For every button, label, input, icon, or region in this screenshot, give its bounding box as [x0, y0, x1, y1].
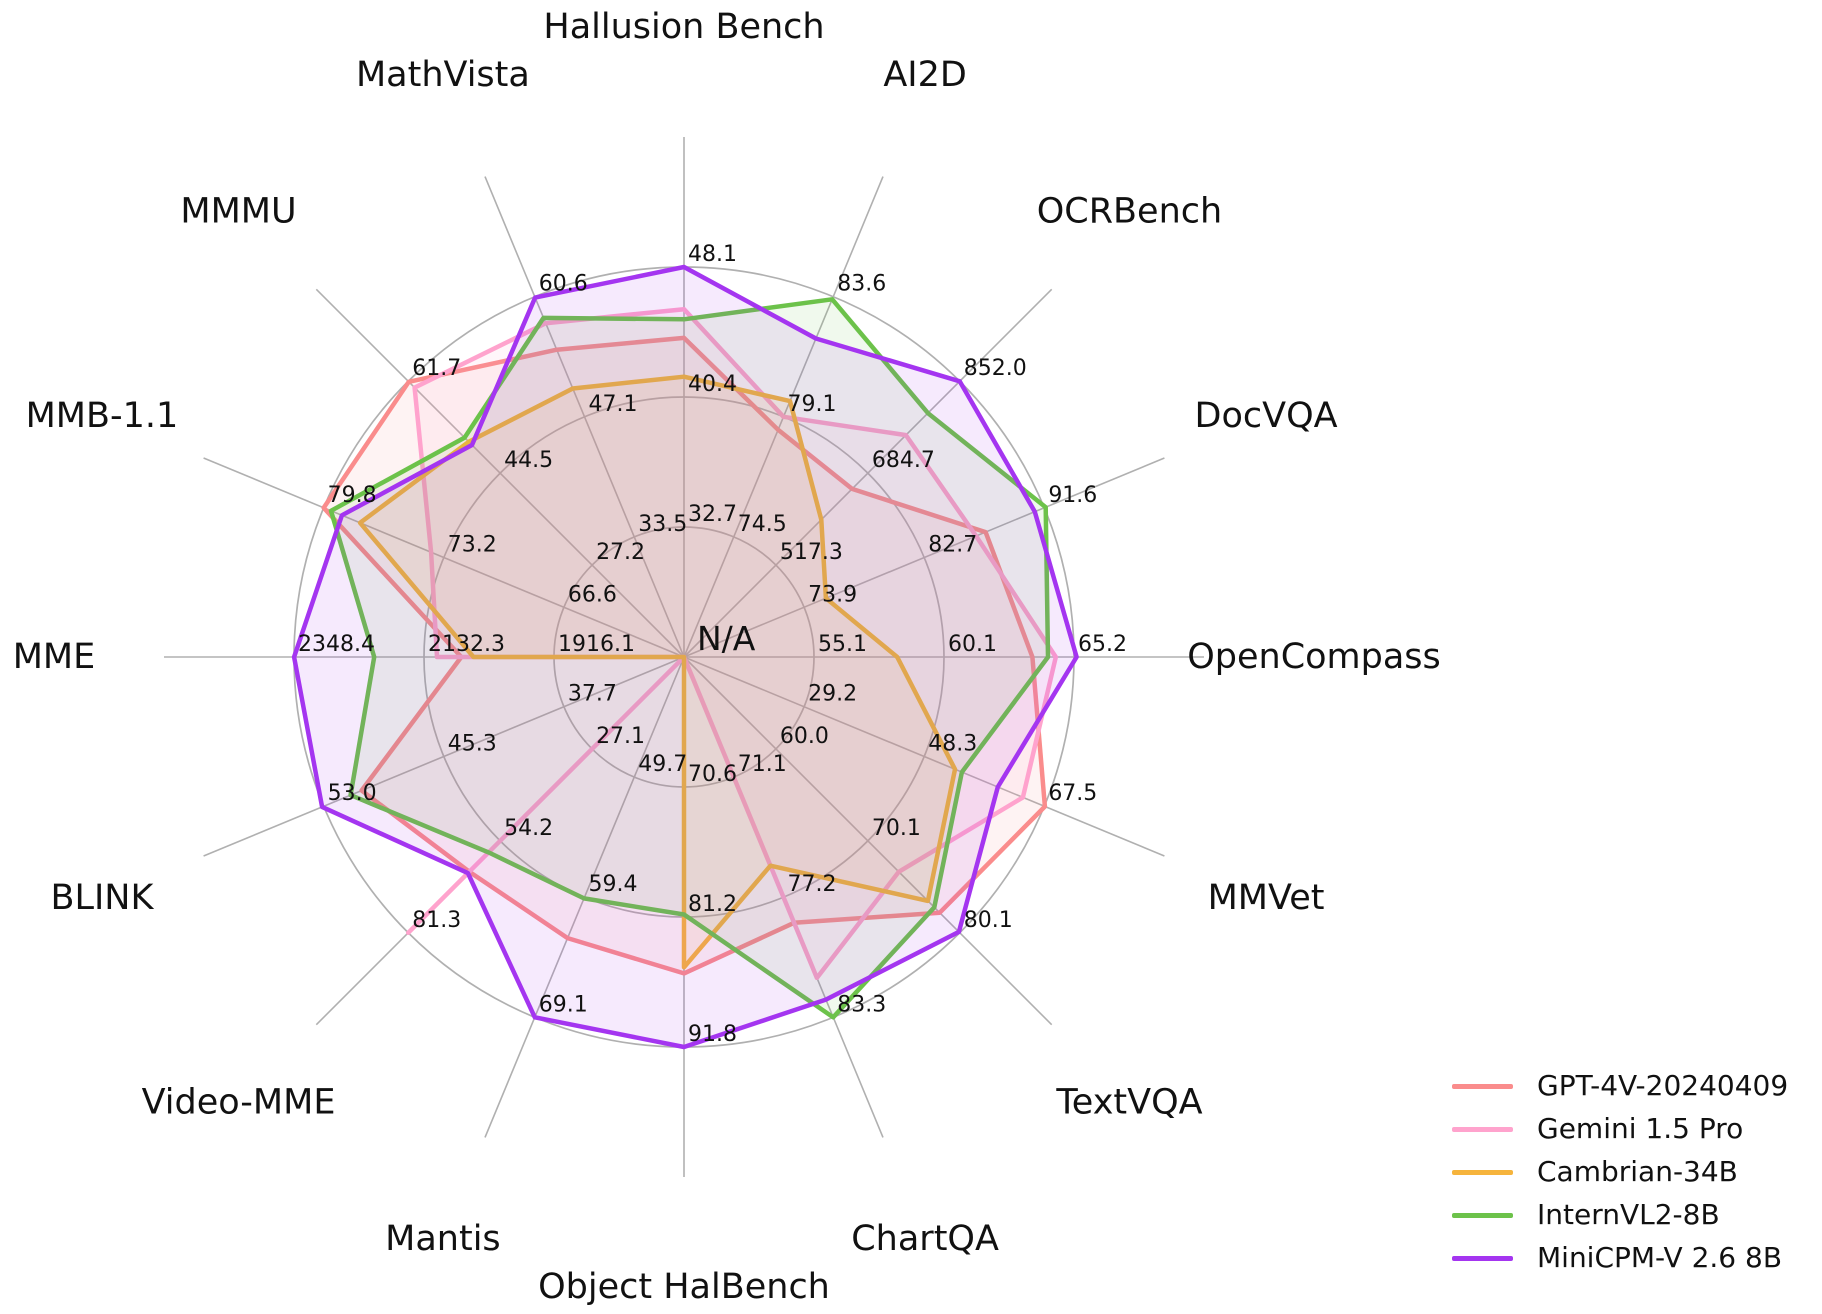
axis-title-opencompass: OpenCompass [1187, 637, 1441, 677]
tick-label: 91.8 [688, 1022, 737, 1047]
legend-item-label: MiniCPM-V 2.6 8B [1537, 1241, 1783, 1274]
tick-label: 517.3 [780, 540, 843, 565]
legend-line-icon [1452, 1169, 1513, 1175]
tick-label: 2132.3 [428, 632, 505, 657]
tick-label: 91.6 [1048, 483, 1097, 508]
tick-label: 1916.1 [558, 632, 635, 657]
series-line-gpt-4v-20240409 [321, 335, 1048, 976]
center-na-label: N/A [697, 619, 756, 658]
legend-line-icon [1452, 1255, 1513, 1261]
series-fill-minicpm-v-2-6-8b [294, 267, 1077, 1047]
series-line-minicpm-v-2-6-8b [291, 264, 1079, 1050]
tick-label: 2348.4 [298, 632, 375, 657]
series-fill-gemini-1-5-pro [408, 309, 1056, 978]
tick-label: 70.6 [688, 762, 737, 787]
axis-title-object-halbench: Object HalBench [538, 1267, 830, 1307]
tick-label: 53.0 [328, 781, 377, 806]
legend-line-icon [1452, 1126, 1513, 1132]
tick-label: 37.7 [568, 682, 617, 707]
tick-label: 44.5 [504, 448, 553, 473]
legend-item-cambrian: Cambrian-34B [1452, 1158, 1788, 1186]
axis-title-video-mme: Video-MME [142, 1082, 336, 1122]
legend-item-gemini: Gemini 1.5 Pro [1452, 1115, 1788, 1143]
tick-label: 73.2 [448, 533, 497, 558]
tick-label: 61.7 [412, 356, 461, 381]
tick-label: 70.1 [872, 816, 921, 841]
axis-title-ocrbench: OCRBench [1037, 192, 1222, 232]
axis-title-mmb-1-1: MMB-1.1 [26, 396, 179, 436]
axis-spoke-ocrbench [683, 288, 1053, 658]
axis-title-mmvet: MMVet [1208, 878, 1325, 918]
legend-line-icon [1452, 1212, 1513, 1218]
axis-title-textvqa: TextVQA [1055, 1082, 1202, 1122]
axis-title-hallusion-bench: Hallusion Bench [543, 7, 824, 47]
axis-title-docvqa: DocVQA [1195, 396, 1338, 436]
tick-label: 852.0 [964, 356, 1027, 381]
tick-label: 40.4 [688, 372, 737, 397]
tick-label: 82.7 [928, 533, 977, 558]
tick-label: 67.5 [1048, 781, 1097, 806]
axis-spoke-docvqa [683, 457, 1165, 658]
tick-label: 27.1 [596, 724, 645, 749]
tick-label: 54.2 [504, 816, 553, 841]
series-fill-cambrian-34b [360, 376, 956, 968]
tick-label: 69.1 [539, 992, 588, 1017]
legend-item-minicpm: MiniCPM-V 2.6 8B [1452, 1244, 1788, 1272]
tick-label: 60.6 [539, 272, 588, 297]
tick-label: 79.1 [787, 392, 836, 417]
tick-label: 60.0 [780, 724, 829, 749]
legend-line-icon [1452, 1083, 1513, 1089]
tick-label: 71.1 [738, 752, 787, 777]
axis-spoke-mmvet [683, 656, 1165, 857]
tick-label: 73.9 [808, 582, 857, 607]
tick-label: 60.1 [948, 632, 997, 657]
tick-label: 684.7 [872, 448, 935, 473]
series-fill-internvl2-8b [331, 299, 1048, 1018]
tick-label: 33.5 [638, 512, 687, 537]
axis-title-mmmu: MMMU [180, 192, 296, 232]
tick-label: 83.6 [837, 272, 886, 297]
tick-label: 79.8 [328, 483, 377, 508]
tick-label: 81.3 [412, 908, 461, 933]
series-line-internvl2-8b [328, 297, 1051, 1020]
tick-label: 48.3 [928, 731, 977, 756]
tick-label: 83.3 [837, 992, 886, 1017]
axis-spoke-mmmu [315, 288, 685, 658]
tick-label: 29.2 [808, 682, 857, 707]
tick-label: 48.1 [688, 242, 737, 267]
tick-label: 81.2 [688, 892, 737, 917]
tick-label: 77.2 [787, 872, 836, 897]
axis-title-chartqa: ChartQA [851, 1219, 999, 1259]
axis-title-ai2d: AI2D [883, 55, 966, 95]
axis-title-mathvista: MathVista [356, 55, 530, 95]
tick-label: 45.3 [448, 731, 497, 756]
tick-label: 59.4 [589, 872, 638, 897]
tick-label: 47.1 [589, 392, 638, 417]
axis-title-mme: MME [13, 637, 96, 677]
tick-label: 74.5 [738, 512, 787, 537]
tick-label: 80.1 [964, 908, 1013, 933]
axis-spoke-mathvista [484, 176, 685, 658]
legend-item-label: InternVL2-8B [1537, 1198, 1720, 1231]
legend-item-label: Gemini 1.5 Pro [1537, 1112, 1744, 1145]
tick-label: 66.6 [568, 582, 617, 607]
tick-label: 32.7 [688, 502, 737, 527]
tick-label: 55.1 [818, 632, 867, 657]
legend-item-label: Cambrian-34B [1537, 1155, 1738, 1188]
axis-spoke-mmb-1-1 [203, 457, 685, 658]
axis-spoke-textvqa [683, 656, 1053, 1026]
tick-label: 49.7 [638, 752, 687, 777]
axis-title-mantis: Mantis [385, 1219, 501, 1259]
legend: GPT-4V-20240409 Gemini 1.5 Pro Cambrian-… [1452, 1072, 1788, 1287]
legend-item-internvl2: InternVL2-8B [1452, 1201, 1788, 1229]
axis-spoke-blink [203, 656, 685, 857]
axis-title-blink: BLINK [50, 878, 154, 918]
tick-label: 65.2 [1078, 632, 1127, 657]
legend-item-label: GPT-4V-20240409 [1537, 1069, 1789, 1102]
legend-item-gpt4v: GPT-4V-20240409 [1452, 1072, 1788, 1100]
tick-label: 27.2 [596, 540, 645, 565]
